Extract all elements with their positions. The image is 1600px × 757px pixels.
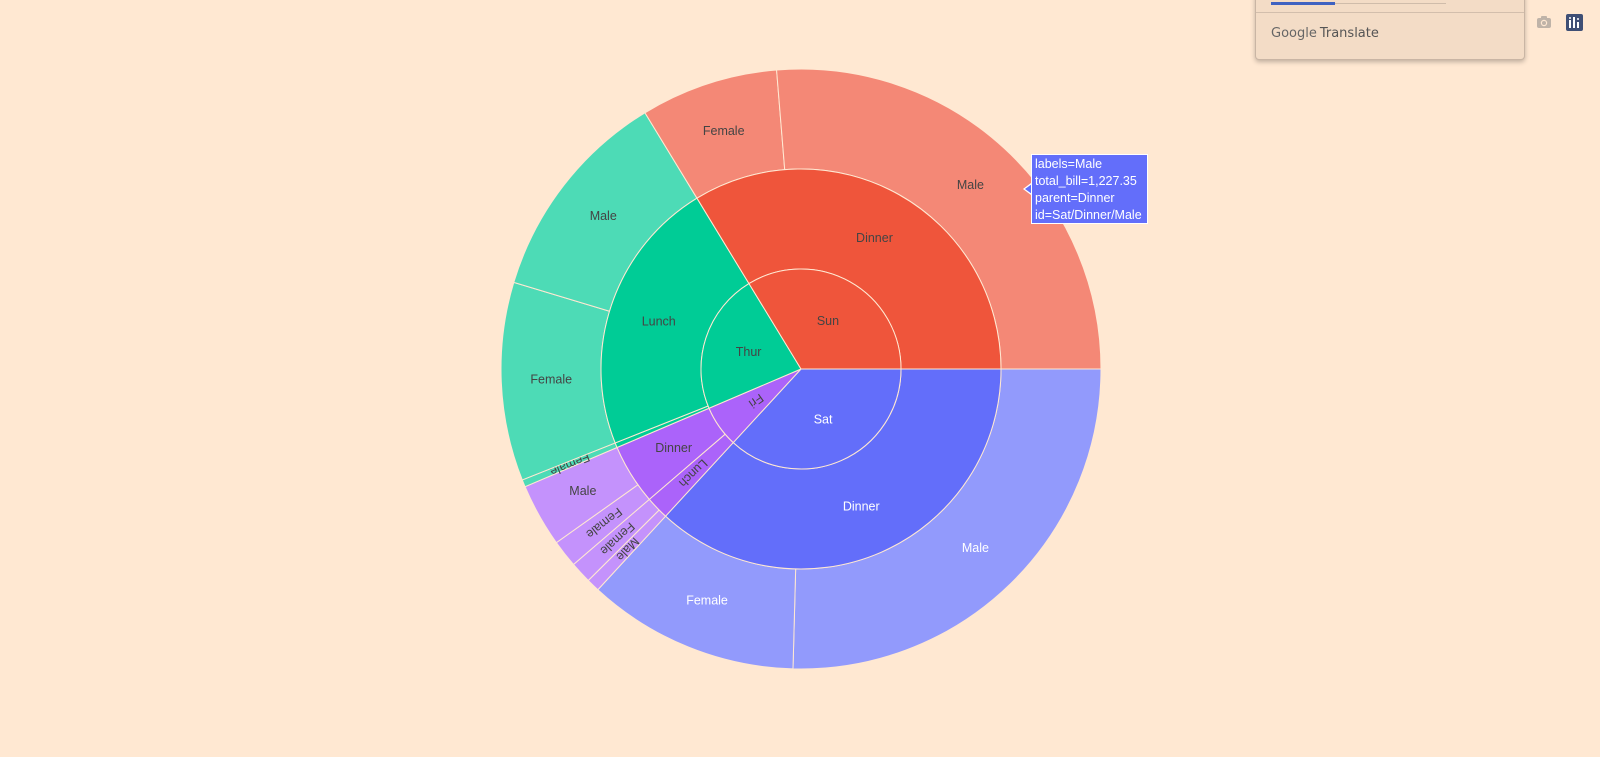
translate-divider <box>1256 12 1524 13</box>
sunburst-segment-thur-lunch-female[interactable]: Female <box>500 281 616 481</box>
plot-modebar <box>1534 12 1584 32</box>
tooltip-labels: labels=Male <box>1035 157 1103 171</box>
plotly-logo-icon[interactable] <box>1564 12 1584 32</box>
segment-shape-thur-lunch-female[interactable] <box>500 281 616 481</box>
translate-label: Translate <box>1319 26 1379 41</box>
camera-icon[interactable] <box>1534 12 1554 32</box>
google-translate-brand[interactable]: Google Translate <box>1271 26 1379 41</box>
translate-tab-track <box>1271 3 1446 4</box>
tooltip-arrow-fill <box>1025 184 1032 194</box>
tooltip-parent: parent=Dinner <box>1035 191 1115 205</box>
tooltip-total-bill: total_bill=1,227.35 <box>1035 174 1137 188</box>
segment-shape-sun[interactable] <box>748 268 902 370</box>
google-translate-popup: Google Translate <box>1255 0 1525 60</box>
tooltip-id: id=Sat/Dinner/Male <box>1035 208 1142 222</box>
hover-tooltip: labels=Male total_bill=1,227.35 parent=D… <box>1031 154 1148 224</box>
segment-shape-sat[interactable] <box>732 368 902 470</box>
google-logo-text: Google <box>1271 26 1317 41</box>
segment-shape-thur[interactable] <box>700 282 802 409</box>
translate-tab-active-indicator[interactable] <box>1271 2 1335 5</box>
